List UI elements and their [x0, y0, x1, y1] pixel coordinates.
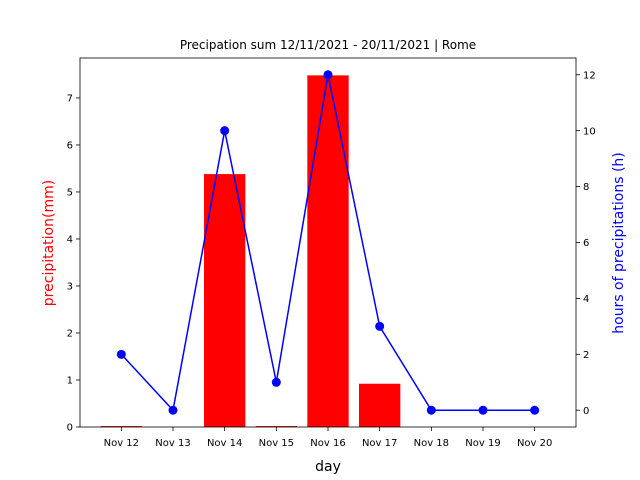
- left-tick-label-8: 7: [67, 94, 73, 105]
- hours-point-8: [478, 405, 488, 415]
- hours-point-2: [168, 405, 178, 415]
- hours-point-9: [530, 405, 540, 415]
- bar-4: [255, 426, 297, 427]
- x-tick-label-5: Nov 16: [310, 438, 345, 449]
- hours-point-4: [271, 377, 281, 387]
- bar-1: [100, 426, 142, 427]
- hours-point-5: [323, 70, 333, 80]
- left-axis-label: precipitation(mm): [41, 180, 57, 306]
- hours-point-6: [375, 321, 385, 331]
- x-axis-label: day: [315, 459, 341, 475]
- x-tick-label-8: Nov 19: [465, 438, 500, 449]
- right-tick-label-4: 6: [583, 238, 589, 249]
- left-tick-label-3: 2: [67, 329, 73, 340]
- right-tick-label-5: 8: [583, 182, 589, 193]
- bar-6: [359, 383, 401, 427]
- x-tick-label-6: Nov 17: [362, 438, 397, 449]
- right-tick-label-3: 4: [583, 294, 589, 305]
- x-tick-label-7: Nov 18: [414, 438, 449, 449]
- left-tick-label-1: 0: [67, 423, 73, 434]
- x-tick-label-2: Nov 13: [155, 438, 190, 449]
- right-tick-label-2: 2: [583, 350, 589, 361]
- bar-5: [307, 75, 349, 427]
- bar-3: [204, 174, 246, 427]
- left-tick-label-5: 4: [67, 235, 73, 246]
- left-tick-label-2: 1: [67, 376, 73, 387]
- axes-layer: Nov 12 Nov 13 Nov 14 Nov 15 Nov 16 Nov 17 Nov …: [67, 57, 596, 449]
- x-tick-label-3: Nov 14: [207, 438, 242, 449]
- hours-point-1: [116, 349, 126, 359]
- right-tick-label-7: 12: [583, 70, 596, 81]
- bars-layer: [100, 75, 401, 427]
- right-axis-label: hours of precipitations (h): [611, 152, 627, 334]
- x-tick-label-4: Nov 15: [259, 438, 294, 449]
- hours-point-3: [220, 126, 230, 136]
- right-tick-label-6: 10: [583, 126, 596, 137]
- right-tick-label-1: 0: [583, 406, 589, 417]
- hours-point-7: [426, 405, 436, 415]
- left-tick-label-6: 5: [67, 188, 73, 199]
- x-tick-label-1: Nov 12: [104, 438, 139, 449]
- x-tick-label-9: Nov 20: [517, 438, 552, 449]
- chart-title: Precipation sum 12/11/2021 - 20/11/2021 …: [180, 38, 476, 52]
- left-tick-label-7: 6: [67, 141, 73, 152]
- left-tick-label-4: 3: [67, 282, 73, 293]
- line-layer: [116, 70, 540, 415]
